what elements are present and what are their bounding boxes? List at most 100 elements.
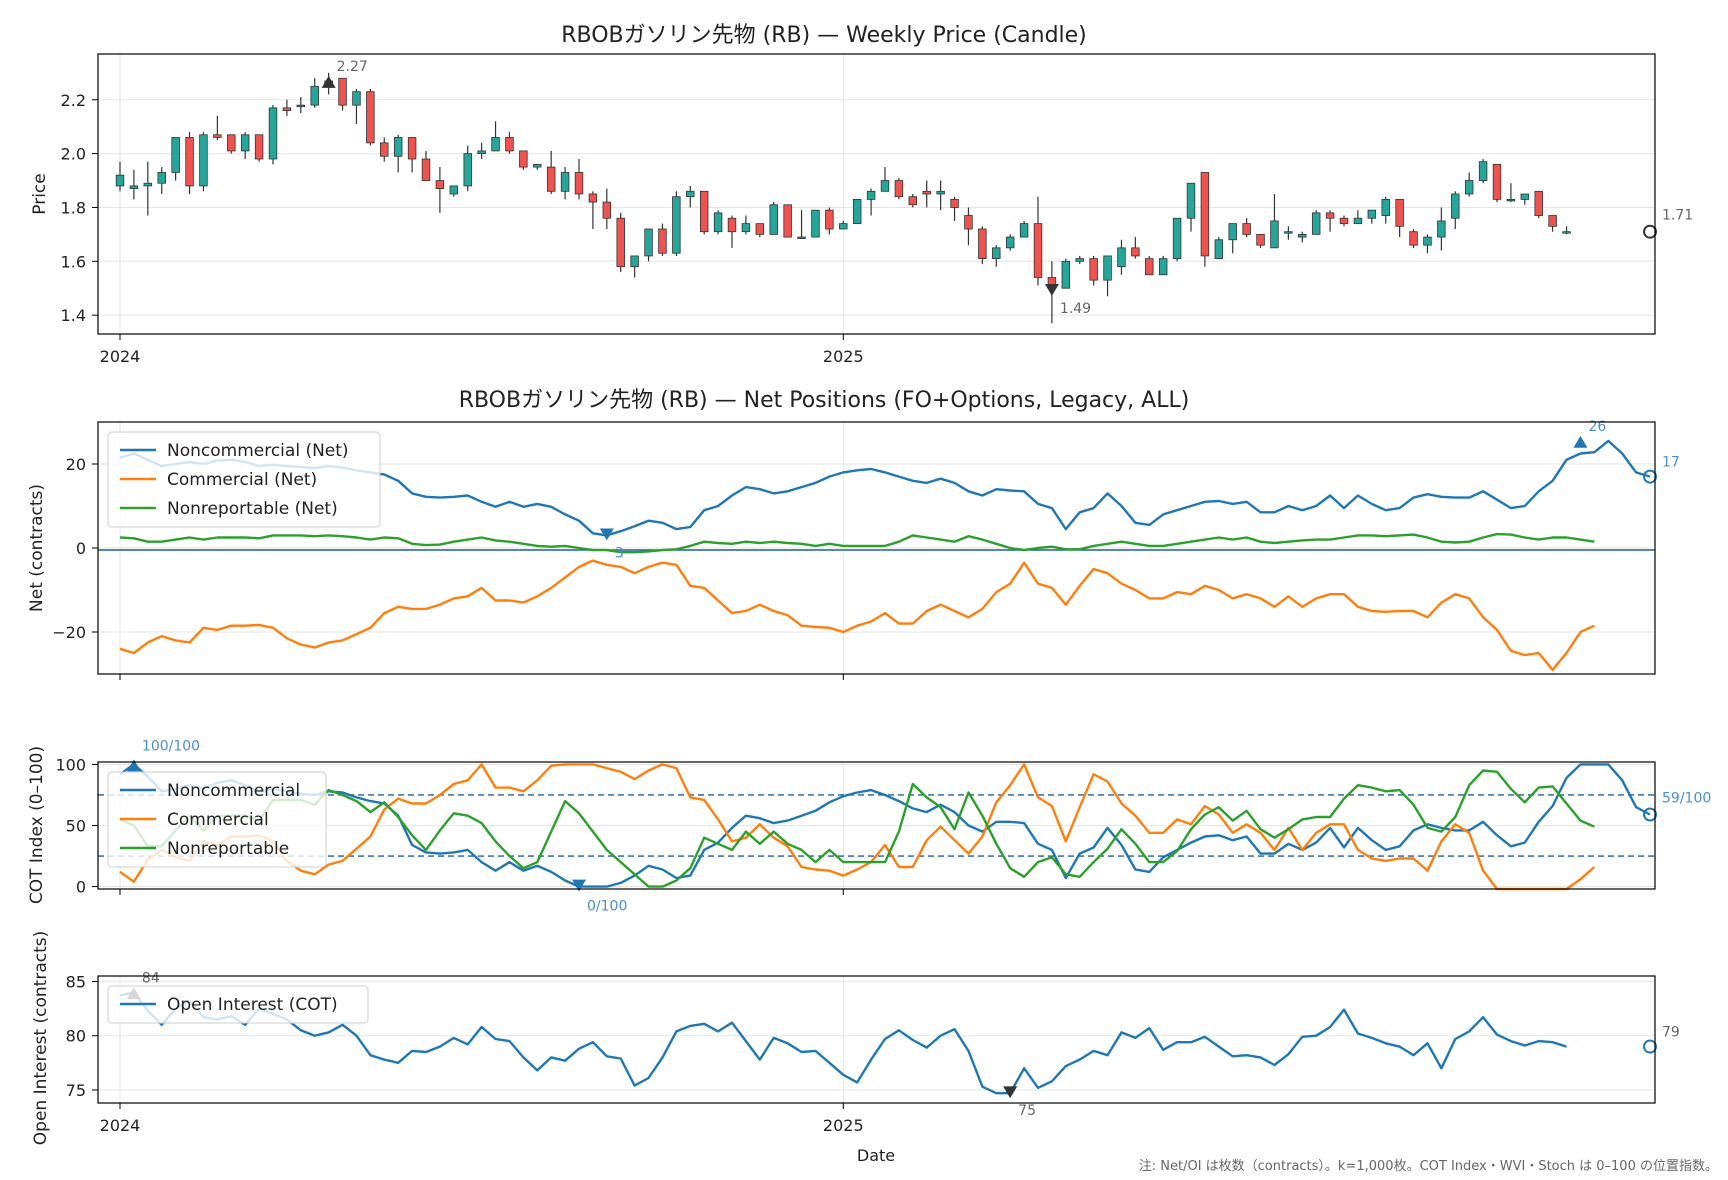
candle-body: [463, 153, 472, 187]
candle-body: [240, 134, 250, 152]
price-chart-title: RBOBガソリン先物 (RB) — Weekly Price (Candle): [561, 23, 1087, 48]
legend-box: [107, 771, 327, 868]
candle-body: [769, 204, 778, 235]
oi-legend: Open Interest (COT): [107, 985, 369, 1024]
max-label: 2.27: [337, 59, 368, 75]
y-tick-label: 1.8: [61, 198, 86, 217]
candle-body: [560, 172, 570, 192]
oi-y-ticks: 75 80 85: [66, 972, 98, 1100]
candle-body: [755, 223, 765, 235]
legend-label-commercial: Commercial (Net): [167, 470, 317, 490]
candle-body: [1117, 247, 1126, 268]
candle-body: [199, 134, 208, 187]
min-label: 75: [1018, 1103, 1036, 1119]
legend-label-nonreportable: Nonreportable: [167, 839, 289, 859]
last-marker: [1643, 807, 1657, 822]
candle-body: [1451, 193, 1460, 219]
candle-body: [129, 185, 139, 190]
series-line-nonreportable: [119, 532, 1595, 554]
max-marker: [1573, 435, 1588, 448]
candle-body: [254, 134, 264, 160]
candle-body: [310, 85, 319, 106]
candle-body: [393, 137, 403, 157]
candle-body: [449, 185, 459, 195]
max-label: 26: [1588, 419, 1606, 435]
candle-body: [1298, 233, 1307, 238]
candle-body: [1381, 198, 1390, 216]
candle-body: [978, 228, 987, 260]
legend-label-nonreportable: Nonreportable (Net): [167, 499, 338, 519]
price-y-ticks: 1.4 1.6 1.8 2.0 2.2: [61, 91, 98, 325]
x-tick-label: 2024: [100, 1116, 141, 1135]
net-chart-title: RBOBガソリン先物 (RB) — Net Positions (FO+Opti…: [459, 388, 1190, 413]
series-line-nonreportable: [119, 769, 1595, 888]
y-tick-label: 0: [76, 878, 86, 897]
candle-body: [1284, 231, 1293, 234]
candle-body: [546, 166, 556, 192]
series-line-commercial: [119, 559, 1595, 671]
y-tick-label: 20: [66, 455, 86, 474]
candle-body: [1492, 163, 1502, 200]
candle-body: [1562, 231, 1571, 234]
x-tick-label: 2025: [823, 1116, 864, 1135]
candle-body: [227, 134, 236, 152]
cot-grid: [98, 762, 1655, 889]
last-label: 17: [1662, 455, 1680, 471]
min-marker: [572, 879, 586, 892]
footnote: 注: Net/OI は枚数（contracts）。k=1,000枚。COT In…: [1139, 1159, 1718, 1174]
candle-body: [1256, 233, 1265, 246]
candle-body: [268, 107, 278, 160]
candle-body: [1506, 198, 1516, 202]
min-marker: [1044, 284, 1059, 296]
candle-body: [866, 190, 876, 200]
candle-body: [644, 228, 653, 257]
cot-x-ticks: [119, 889, 844, 895]
candle-body: [1395, 198, 1404, 227]
candle-body: [366, 91, 375, 144]
min-marker: [1003, 1086, 1018, 1099]
candle-body: [1270, 220, 1279, 249]
net-positions-panel: RBOBガソリン先物 (RB) — Net Positions (FO+Opti…: [27, 388, 1680, 680]
max-label: 100/100: [142, 738, 200, 754]
candle-body: [672, 196, 681, 254]
candle-body: [338, 77, 347, 106]
candle-body: [630, 255, 639, 268]
price-y-label: Price: [30, 173, 50, 214]
legend-label-noncommercial: Open Interest (COT): [167, 995, 338, 1015]
last-label: 1.71: [1662, 208, 1693, 224]
price-grid: [98, 54, 1655, 334]
candle-body: [686, 190, 695, 198]
candle-body: [588, 193, 598, 203]
y-tick-label: 1.4: [61, 306, 86, 325]
min-label: 3: [615, 545, 624, 561]
y-tick-label: 50: [66, 817, 86, 836]
candle-body: [477, 150, 486, 155]
candle-body: [1005, 236, 1015, 249]
oi-axes-frame: [97, 975, 1656, 1104]
y-tick-label: 80: [66, 1027, 86, 1046]
candle-body: [658, 228, 667, 254]
candle-body: [380, 142, 389, 157]
candle-body: [213, 134, 222, 138]
series-line-noncommercial: [119, 763, 1651, 888]
net-legend: Noncommercial (Net) Commercial (Net) Nonre…: [107, 431, 381, 528]
cot-annotations: 100/100 0/100 59/100: [126, 738, 1711, 915]
candle-body: [1353, 217, 1363, 225]
candle-body: [115, 174, 125, 187]
candle-body: [185, 137, 194, 187]
candle-body: [811, 209, 820, 238]
candle-body: [964, 215, 973, 230]
candle-body: [825, 209, 834, 230]
x-axis-label: Date: [857, 1146, 895, 1165]
candle-body: [992, 247, 1001, 260]
price-x-ticks: 2024 2025: [100, 334, 864, 366]
candle-body: [1061, 260, 1071, 289]
min-label: 1.49: [1060, 301, 1091, 317]
y-tick-label: 75: [66, 1081, 86, 1100]
legend-label-noncommercial: Noncommercial (Net): [167, 441, 349, 461]
candle-body: [1075, 258, 1084, 262]
candle-body: [1339, 217, 1349, 225]
candle-body: [713, 212, 723, 233]
y-tick-label: 85: [66, 972, 86, 991]
price-panel: RBOBガソリン先物 (RB) — Weekly Price (Candle) …: [30, 23, 1693, 366]
